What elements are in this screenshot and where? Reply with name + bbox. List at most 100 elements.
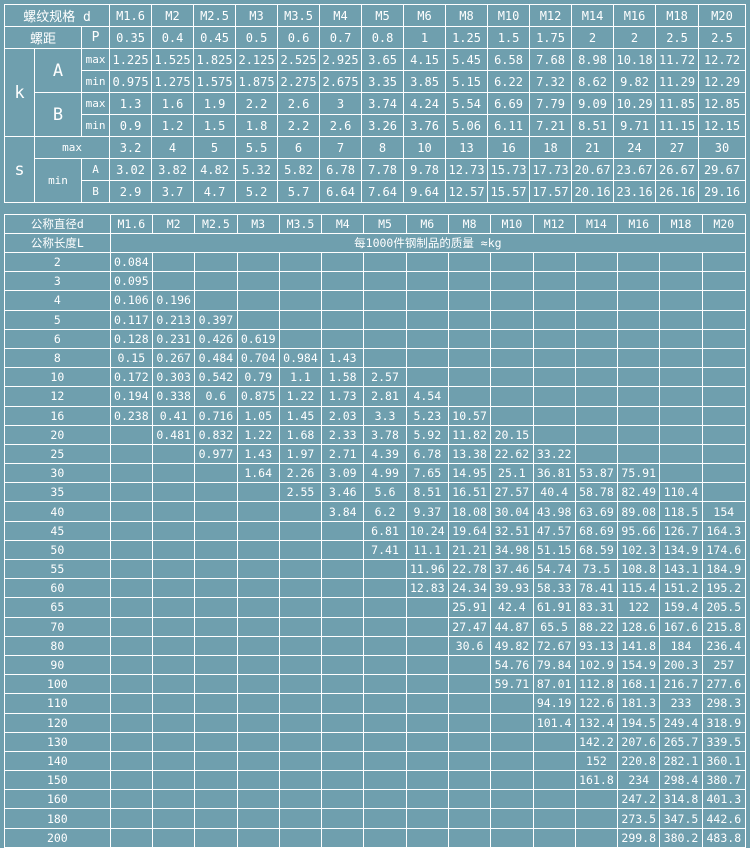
mass-value-cell bbox=[109, 424, 153, 445]
mass-value-cell: 220.8 bbox=[617, 750, 661, 772]
mass-value-cell: 174.6 bbox=[701, 539, 747, 561]
mass-value-cell: 442.6 bbox=[701, 808, 747, 829]
dimension-value-cell: 8.62 bbox=[571, 70, 615, 93]
mass-value-cell: 72.67 bbox=[532, 635, 576, 656]
dimension-value-cell: 5.45 bbox=[445, 48, 489, 71]
mass-value-cell: 0.128 bbox=[109, 328, 153, 349]
mass-value-cell: 1.58 bbox=[321, 367, 365, 388]
dimension-value-cell: 3.85 bbox=[403, 70, 447, 93]
pitch-symbol: P bbox=[80, 26, 111, 49]
dimension-value-cell: 4.82 bbox=[193, 158, 237, 181]
mass-value-cell bbox=[617, 405, 661, 426]
mass-value-cell bbox=[363, 789, 407, 810]
max-label: max bbox=[33, 136, 111, 159]
mass-value-cell bbox=[278, 616, 323, 637]
mass-value-cell: 0.397 bbox=[194, 309, 238, 330]
mass-value-cell bbox=[194, 558, 238, 580]
k-a-label: A bbox=[34, 48, 82, 93]
dimension-value-cell: 4.24 bbox=[403, 92, 447, 115]
mass-value-cell: 7.41 bbox=[363, 539, 407, 561]
mass-value-cell bbox=[194, 463, 238, 484]
mass-value-cell bbox=[278, 539, 323, 561]
nominal-length-cell: 10 bbox=[4, 367, 111, 388]
mass-value-cell: 4.54 bbox=[405, 386, 449, 407]
mass-value-cell: 128.6 bbox=[617, 616, 661, 637]
mass-value-cell bbox=[321, 827, 365, 848]
mass-value-cell: 282.1 bbox=[659, 750, 703, 772]
mass-value-cell: 1.43 bbox=[321, 347, 365, 369]
mass-caption: 每1000件钢制品的质量 ≈kg bbox=[109, 233, 747, 253]
dimension-value-cell: 0.5 bbox=[235, 26, 279, 49]
table-row: 35 2.55 3.46 5.6 8.51 16.51 27.57 40.4 58.78 82.4… bbox=[4, 482, 747, 503]
min-label: min bbox=[80, 70, 111, 93]
mass-value-cell bbox=[109, 693, 153, 714]
mass-value-cell: 298.4 bbox=[659, 770, 703, 791]
mass-value-cell bbox=[151, 731, 196, 752]
dimension-value-cell: 21 bbox=[571, 136, 615, 159]
dimension-value-cell: 5.32 bbox=[235, 158, 279, 181]
mass-value-cell bbox=[321, 808, 365, 829]
mass-value-cell bbox=[447, 271, 492, 292]
mass-value-cell bbox=[659, 347, 703, 369]
mass-value-cell bbox=[447, 367, 492, 388]
mass-value-cell: 205.5 bbox=[701, 597, 747, 618]
mass-value-cell bbox=[701, 347, 747, 369]
mass-value-cell bbox=[194, 290, 238, 311]
mass-value-cell bbox=[363, 251, 407, 273]
mass-value-cell bbox=[236, 808, 280, 829]
dimension-value-cell: 0.45 bbox=[193, 26, 237, 49]
mass-size-cell: M18 bbox=[659, 214, 703, 234]
mass-value-cell: 0.194 bbox=[109, 386, 153, 407]
mass-value-cell: 82.49 bbox=[617, 482, 661, 503]
mass-value-cell bbox=[236, 597, 280, 618]
mass-value-cell: 257 bbox=[701, 654, 747, 676]
mass-value-cell bbox=[321, 578, 365, 599]
mass-value-cell bbox=[151, 251, 196, 273]
mass-value-cell bbox=[490, 693, 534, 714]
mass-value-cell: 299.8 bbox=[617, 827, 661, 848]
mass-value-cell bbox=[701, 405, 747, 426]
mass-value-cell: 5.23 bbox=[405, 405, 449, 426]
mass-value-cell bbox=[532, 271, 576, 292]
mass-value-cell bbox=[278, 808, 323, 829]
nominal-length-cell: 120 bbox=[4, 712, 111, 733]
mass-value-cell: 2.33 bbox=[321, 424, 365, 445]
table-row: 80 30.6 49.82 72.67 93.13 141.8 184 236.4 bbox=[4, 635, 747, 656]
mass-value-cell: 154 bbox=[701, 501, 747, 522]
mass-value-cell bbox=[236, 251, 280, 273]
mass-value-cell: 1.97 bbox=[278, 443, 323, 465]
mass-value-cell bbox=[659, 271, 703, 292]
dimension-value-cell: 2.2 bbox=[235, 92, 279, 115]
mass-value-cell bbox=[236, 635, 280, 656]
mass-value-cell bbox=[236, 770, 280, 791]
pitch-label: 螺距 bbox=[4, 26, 82, 49]
mass-caption-row: 公称长度L 每1000件钢制品的质量 ≈kg bbox=[4, 233, 747, 253]
mass-value-cell: 33.22 bbox=[532, 443, 576, 465]
mass-value-cell: 298.3 bbox=[701, 693, 747, 714]
mass-value-cell bbox=[109, 539, 153, 561]
mass-value-cell bbox=[194, 808, 238, 829]
mass-value-cell bbox=[490, 290, 534, 311]
mass-value-cell: 79.84 bbox=[532, 654, 576, 676]
mass-value-cell: 1.1 bbox=[278, 367, 323, 388]
mass-value-cell: 0.984 bbox=[278, 347, 323, 369]
table-row: 100 59.71 87.01 112.8 168.1 216.7 277.6 bbox=[4, 674, 747, 695]
max-label: max bbox=[80, 92, 111, 115]
mass-value-cell bbox=[278, 520, 323, 541]
k-b-label: B bbox=[34, 92, 82, 137]
nominal-length-cell: 90 bbox=[4, 654, 111, 676]
dimension-value-cell: 2.125 bbox=[235, 48, 279, 71]
mass-value-cell: 101.4 bbox=[532, 712, 576, 733]
mass-value-cell bbox=[321, 750, 365, 772]
mass-value-cell bbox=[532, 405, 576, 426]
nominal-length-cell: 70 bbox=[4, 616, 111, 637]
mass-value-cell bbox=[490, 789, 534, 810]
mass-size-cell: M4 bbox=[321, 214, 365, 234]
mass-value-cell bbox=[574, 443, 619, 465]
mass-value-cell bbox=[532, 328, 576, 349]
dimension-value-cell: 29.67 bbox=[698, 158, 746, 181]
dimension-value-cell: 1.75 bbox=[529, 26, 573, 49]
mass-value-cell: 25.91 bbox=[447, 597, 492, 618]
mass-value-cell: 249.4 bbox=[659, 712, 703, 733]
mass-value-cell bbox=[405, 712, 449, 733]
